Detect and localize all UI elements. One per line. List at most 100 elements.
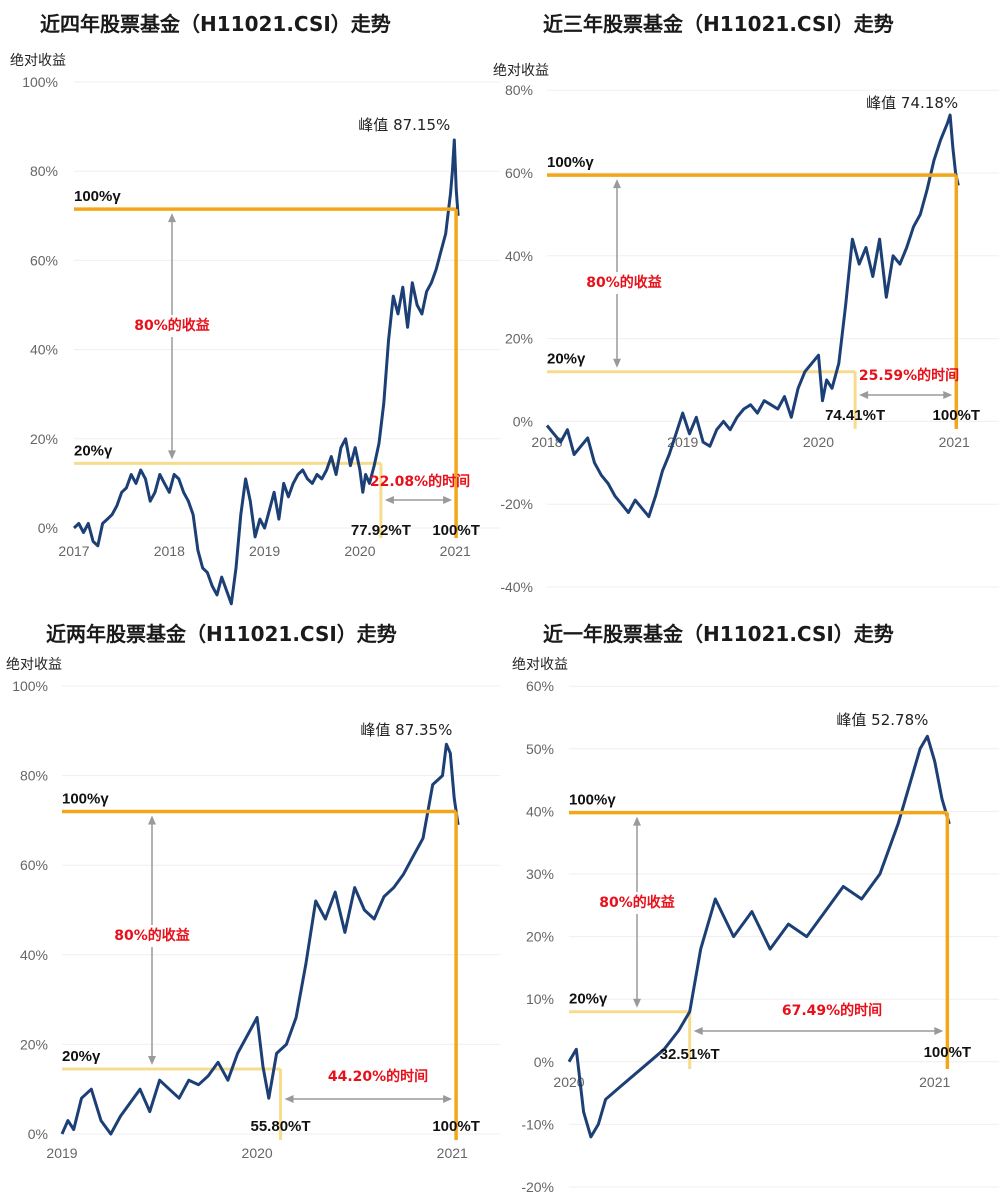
arrow-head: [384, 496, 394, 504]
y-tick-label: 60%: [505, 165, 533, 181]
series-line: [72, 138, 460, 606]
y-tick-label: -20%: [521, 1179, 554, 1195]
y-tick-label: -10%: [521, 1116, 554, 1132]
y-tick-label: 50%: [526, 741, 554, 757]
y-tick-label: 20%: [505, 331, 533, 347]
y-axis-label: 绝对收益: [512, 657, 568, 673]
x-tick-label: 2020: [803, 434, 834, 450]
level-100-label: 100%γ: [74, 188, 121, 205]
return-label-bg: [124, 315, 220, 337]
arrow-head: [943, 391, 953, 399]
x-tick-label: 2019: [46, 1145, 77, 1161]
end-label: 100%T: [933, 407, 981, 424]
arrow-head: [168, 450, 176, 460]
arrow-head: [168, 213, 176, 223]
y-tick-label: 80%: [20, 768, 48, 784]
y-tick-label: 60%: [526, 678, 554, 694]
y-tick-label: 20%: [20, 1036, 48, 1052]
split-label: 77.92%T: [351, 522, 411, 539]
split-label: 74.41%T: [825, 407, 885, 424]
y-tick-label: 40%: [20, 947, 48, 963]
x-tick-label: 2018: [154, 543, 185, 559]
chart-4yr: 0% 20% 40% 60% 80% 100% 2017 2018 2019 2020 2021 10…: [22, 74, 500, 606]
y-tick-label: 60%: [20, 857, 48, 873]
series-line: [60, 742, 460, 1136]
return-label: 80%的收益: [134, 317, 210, 334]
x-tick-label: 2020: [553, 1074, 584, 1090]
chart-2yr: 0% 20% 40% 60% 80% 100% 2019 2020 2021 100%γ 20%γ 8…: [12, 678, 500, 1161]
chart-3yr: -40%-20%0%20%40%60%80%2018 2019 2020 202110…: [500, 82, 999, 595]
arrow-head: [859, 391, 869, 399]
x-tick-label: 2021: [437, 1145, 468, 1161]
x-tick-label: 2021: [919, 1074, 950, 1090]
arrow-head: [613, 179, 621, 189]
level-100-label: 100%γ: [62, 790, 109, 807]
y-tick-label: 40%: [30, 342, 58, 358]
y-tick-label: 40%: [526, 803, 554, 819]
arrow-head: [693, 1027, 703, 1035]
chart-panel-2yr: 近两年股票基金（H11021.CSI）走势 绝对收益 0% 20% 40% 60% 80…: [0, 610, 500, 1195]
end-label: 100%T: [432, 1118, 480, 1135]
peak-label: 峰值 74.18%: [866, 94, 958, 112]
y-tick-label: 20%: [526, 929, 554, 945]
x-tick-label: 2021: [440, 543, 471, 559]
y-axis-label: 绝对收益: [493, 63, 549, 79]
arrow-head: [284, 1095, 294, 1103]
y-tick-label: -20%: [500, 496, 533, 512]
end-label: 100%T: [924, 1044, 972, 1061]
y-tick-label: 40%: [505, 248, 533, 264]
chart-title: 近一年股票基金（H11021.CSI）走势: [543, 622, 894, 646]
arrow-head: [148, 1056, 156, 1066]
chart-1yr: -20% -10% 0% 10% 20% 30% 40% 50% 60% 2020 2021 100%…: [521, 678, 999, 1195]
arrow-head: [443, 1095, 453, 1103]
y-tick-label: 80%: [30, 163, 58, 179]
x-tick-label: 2020: [242, 1145, 273, 1161]
arrow-head: [148, 815, 156, 825]
level-20-label: 20%γ: [569, 991, 608, 1008]
return-label: 80%的收益: [114, 927, 190, 944]
return-label-bg: [576, 272, 672, 294]
chart-panel-3yr: 近三年股票基金（H11021.CSI）走势 绝对收益 -40% -20% 0% 20%…: [493, 0, 999, 610]
x-tick-label: 2019: [249, 543, 280, 559]
y-axis-label: 绝对收益: [10, 53, 66, 69]
y-tick-label: 0%: [513, 413, 533, 429]
chart-title: 近两年股票基金（H11021.CSI）走势: [46, 622, 397, 646]
return-label: 80%的收益: [599, 894, 675, 911]
time-label: 44.20%的时间: [328, 1068, 428, 1085]
y-tick-label: 60%: [30, 252, 58, 268]
return-label-bg: [104, 925, 200, 947]
y-tick-label: 20%: [30, 431, 58, 447]
y-axis-label: 绝对收益: [6, 657, 62, 673]
chart-title: 近三年股票基金（H11021.CSI）走势: [543, 12, 894, 36]
series-line: [567, 734, 951, 1139]
chart-panel-1yr: 近一年股票基金（H11021.CSI）走势 绝对收益 -20% -10% 0% 10%…: [499, 610, 999, 1195]
chart-panel-4yr: 近四年股票基金（H11021.CSI）走势 绝对收益 0% 20% 40% 60% 80…: [0, 0, 500, 610]
y-tick-label: 80%: [505, 82, 533, 98]
arrow-head: [633, 998, 641, 1008]
split-label: 32.51%T: [660, 1046, 720, 1063]
y-tick-label: 0%: [38, 520, 58, 536]
end-label: 100%T: [432, 522, 480, 539]
y-tick-label: 0%: [534, 1054, 554, 1070]
return-label-bg: [589, 892, 685, 914]
arrow-head: [934, 1027, 944, 1035]
arrow-head: [443, 496, 453, 504]
y-tick-label: 10%: [526, 991, 554, 1007]
x-tick-label: 2021: [939, 434, 970, 450]
x-tick-label: 2017: [58, 543, 89, 559]
y-tick-label: 30%: [526, 866, 554, 882]
arrow-head: [633, 816, 641, 826]
level-100-label: 100%γ: [547, 154, 594, 171]
arrow-head: [613, 358, 621, 368]
level-20-label: 20%γ: [547, 351, 586, 368]
level-20-label: 20%γ: [74, 442, 113, 459]
y-tick-label: 0%: [28, 1126, 48, 1142]
chart-title: 近四年股票基金（H11021.CSI）走势: [40, 12, 391, 36]
x-tick-label: 2018: [531, 434, 562, 450]
x-tick-label: 2020: [344, 543, 375, 559]
peak-label: 峰值 87.35%: [360, 721, 452, 739]
time-label: 67.49%的时间: [782, 1002, 882, 1019]
time-label: 22.08%的时间: [370, 473, 470, 490]
level-20-label: 20%γ: [62, 1048, 101, 1065]
peak-label: 峰值 52.78%: [836, 711, 928, 729]
